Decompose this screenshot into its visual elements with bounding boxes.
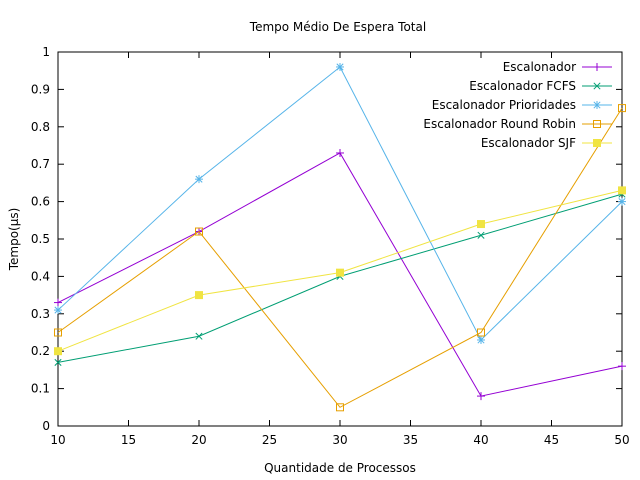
data-point: [336, 148, 344, 157]
legend: Escalonador Escalonador FCFS Escalonador P…: [423, 60, 612, 150]
legend-item: Escalonador Round Robin: [423, 117, 612, 131]
y-tick-label: 1: [42, 45, 50, 59]
data-point: [54, 328, 62, 337]
data-point: [54, 347, 62, 356]
legend-marker: [593, 63, 601, 71]
series-line: [57, 193, 623, 363]
axis-ticks: 10 15 20 25 30 35 40 45 50 0 0.1 0.2 0.3 0.4 0.5 0.6 0.7…: [31, 45, 630, 447]
y-tick-label: 0.1: [31, 382, 50, 396]
series-5: [54, 186, 626, 356]
legend-label: Escalonador Prioridades: [432, 98, 576, 112]
series-2: [54, 190, 626, 366]
data-point: [195, 227, 203, 236]
data-point: [54, 298, 62, 307]
x-tick-label: 25: [262, 433, 277, 447]
data-point: [336, 268, 344, 277]
y-tick-label: 0.6: [31, 195, 50, 209]
legend-marker: [593, 101, 601, 109]
data-point: [195, 332, 203, 340]
x-tick-label: 35: [403, 433, 418, 447]
data-point: [477, 335, 485, 344]
x-axis-title: Quantidade de Processos: [264, 461, 416, 475]
legend-label: Escalonador: [503, 60, 576, 74]
y-tick-label: 0.5: [31, 232, 50, 246]
x-tick-label: 30: [332, 433, 347, 447]
x-tick-label: 50: [614, 433, 629, 447]
data-point: [618, 197, 626, 206]
y-tick-label: 0.2: [31, 344, 50, 358]
y-tick-label: 0.4: [31, 269, 50, 283]
series-line: [57, 107, 623, 408]
x-tick-label: 15: [121, 433, 136, 447]
data-point: [618, 186, 626, 195]
legend-label: Escalonador Round Robin: [423, 117, 576, 131]
data-point: [336, 62, 344, 71]
data-point: [618, 362, 626, 371]
data-point: [477, 231, 485, 239]
data-point: [336, 403, 344, 412]
x-tick-label: 40: [473, 433, 488, 447]
legend-marker: [593, 139, 601, 147]
chart-title: Tempo Médio De Espera Total: [249, 20, 426, 34]
data-point: [477, 392, 485, 401]
data-point: [618, 104, 626, 113]
data-point: [195, 291, 203, 300]
data-point: [54, 306, 62, 315]
legend-item: Escalonador Prioridades: [432, 98, 612, 112]
legend-item: Escalonador: [503, 60, 612, 74]
legend-label: Escalonador FCFS: [469, 79, 576, 93]
legend-item: Escalonador SJF: [481, 136, 612, 150]
data-point: [477, 220, 485, 229]
y-tick-label: 0.3: [31, 307, 50, 321]
legend-marker: [593, 82, 601, 90]
y-tick-label: 0: [42, 419, 50, 433]
legend-label: Escalonador SJF: [481, 136, 576, 150]
series-3: [54, 62, 626, 344]
y-tick-label: 0.8: [31, 120, 50, 134]
y-tick-label: 0.9: [31, 82, 50, 96]
data-point: [477, 328, 485, 337]
data-point: [54, 358, 62, 366]
legend-item: Escalonador FCFS: [469, 79, 612, 93]
x-tick-label: 20: [191, 433, 206, 447]
series-layer: [54, 62, 626, 412]
series-4: [54, 104, 626, 412]
data-point: [195, 175, 203, 184]
x-tick-label: 45: [544, 433, 559, 447]
x-tick-label: 10: [50, 433, 65, 447]
y-axis-title: Tempo(µs): [7, 208, 21, 272]
legend-marker: [593, 120, 601, 128]
y-tick-label: 0.7: [31, 157, 50, 171]
series-1: [54, 148, 626, 401]
